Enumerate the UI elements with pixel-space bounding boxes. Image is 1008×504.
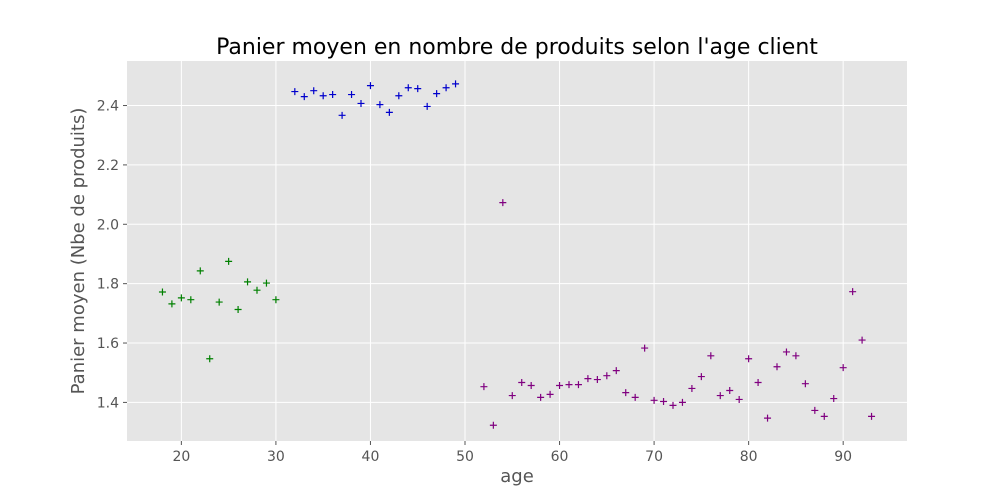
- data-point: [622, 389, 630, 397]
- data-point: [499, 199, 507, 207]
- data-point: [556, 381, 564, 389]
- x-tick-label: 60: [551, 449, 569, 465]
- y-axis-label: Panier moyen (Nbe de produits): [68, 108, 89, 395]
- data-point: [546, 390, 554, 398]
- data-point: [338, 111, 346, 119]
- data-point: [678, 398, 686, 406]
- data-point: [518, 379, 526, 387]
- data-point: [688, 384, 696, 392]
- y-tick-label: 1.6: [97, 336, 119, 352]
- data-point: [669, 401, 677, 409]
- data-point: [291, 88, 299, 96]
- data-point: [423, 102, 431, 110]
- data-point: [868, 412, 876, 420]
- y-tick-label: 2.4: [97, 99, 119, 115]
- data-point: [537, 393, 545, 401]
- x-tick-label: 70: [645, 449, 663, 465]
- data-point: [300, 93, 308, 101]
- data-point: [716, 392, 724, 400]
- data-point: [244, 278, 252, 286]
- data-point: [820, 412, 828, 420]
- data-point: [660, 398, 668, 406]
- y-tick-label: 1.8: [97, 277, 119, 293]
- plot-area: [127, 61, 907, 441]
- data-point: [726, 387, 734, 395]
- data-point: [177, 294, 185, 302]
- data-point: [574, 381, 582, 389]
- y-axis-ticks: 1.4 1.6 1.8 2.0 2.2 2.4: [97, 99, 127, 411]
- data-point: [782, 348, 790, 356]
- data-point: [442, 84, 450, 92]
- x-tick-label: 50: [456, 449, 474, 465]
- data-point: [858, 336, 866, 344]
- data-point: [158, 288, 166, 296]
- data-point: [754, 379, 762, 387]
- data-point: [215, 298, 223, 306]
- chart-title: Panier moyen en nombre de produits selon…: [216, 35, 818, 60]
- x-axis-ticks: 20 30 40 50 60 70 80 90: [172, 441, 852, 465]
- data-point: [707, 352, 715, 360]
- data-point: [196, 267, 204, 275]
- series-1: [291, 80, 460, 119]
- x-tick-label: 30: [267, 449, 285, 465]
- grid-lines: [127, 61, 907, 441]
- data-point: [253, 286, 261, 294]
- data-point: [650, 396, 658, 404]
- data-point: [631, 393, 639, 401]
- series-0: [158, 257, 280, 363]
- data-point: [452, 80, 460, 88]
- data-point: [489, 421, 497, 429]
- data-point: [319, 92, 327, 100]
- data-point: [187, 296, 195, 304]
- data-point: [565, 381, 573, 389]
- x-axis-label: age: [500, 466, 534, 487]
- data-point: [433, 90, 441, 98]
- data-point: [366, 82, 374, 90]
- data-point: [697, 373, 705, 381]
- data-point: [839, 364, 847, 372]
- data-point: [329, 91, 337, 99]
- data-point: [849, 288, 857, 296]
- data-point: [480, 383, 488, 391]
- series-2: [480, 199, 876, 429]
- y-tick-label: 2.0: [97, 217, 119, 233]
- x-tick-label: 40: [362, 449, 380, 465]
- data-point: [395, 92, 403, 100]
- data-point: [773, 363, 781, 371]
- data-point: [376, 101, 384, 109]
- data-point: [603, 372, 611, 380]
- data-point: [234, 305, 242, 313]
- data-point: [830, 395, 838, 403]
- data-point: [593, 376, 601, 384]
- data-point: [348, 91, 356, 99]
- data-point: [385, 108, 393, 116]
- data-point: [414, 85, 422, 93]
- data-point: [225, 257, 233, 265]
- data-point: [404, 84, 412, 92]
- data-point: [206, 355, 214, 363]
- data-point: [811, 406, 819, 414]
- data-point: [508, 392, 516, 400]
- data-point: [764, 414, 772, 422]
- data-point: [612, 367, 620, 375]
- data-point: [310, 87, 318, 95]
- data-point: [357, 99, 365, 107]
- data-point: [168, 300, 176, 308]
- data-point: [792, 352, 800, 360]
- data-point: [735, 395, 743, 403]
- x-tick-label: 20: [172, 449, 190, 465]
- data-points: [158, 80, 876, 429]
- x-tick-label: 90: [834, 449, 852, 465]
- x-tick-label: 80: [740, 449, 758, 465]
- data-point: [745, 355, 753, 363]
- data-point: [272, 296, 280, 304]
- data-point: [801, 380, 809, 388]
- data-point: [527, 381, 535, 389]
- data-point: [584, 375, 592, 383]
- y-tick-label: 1.4: [97, 395, 119, 411]
- data-point: [641, 344, 649, 352]
- y-tick-label: 2.2: [97, 158, 119, 174]
- data-point: [262, 279, 270, 287]
